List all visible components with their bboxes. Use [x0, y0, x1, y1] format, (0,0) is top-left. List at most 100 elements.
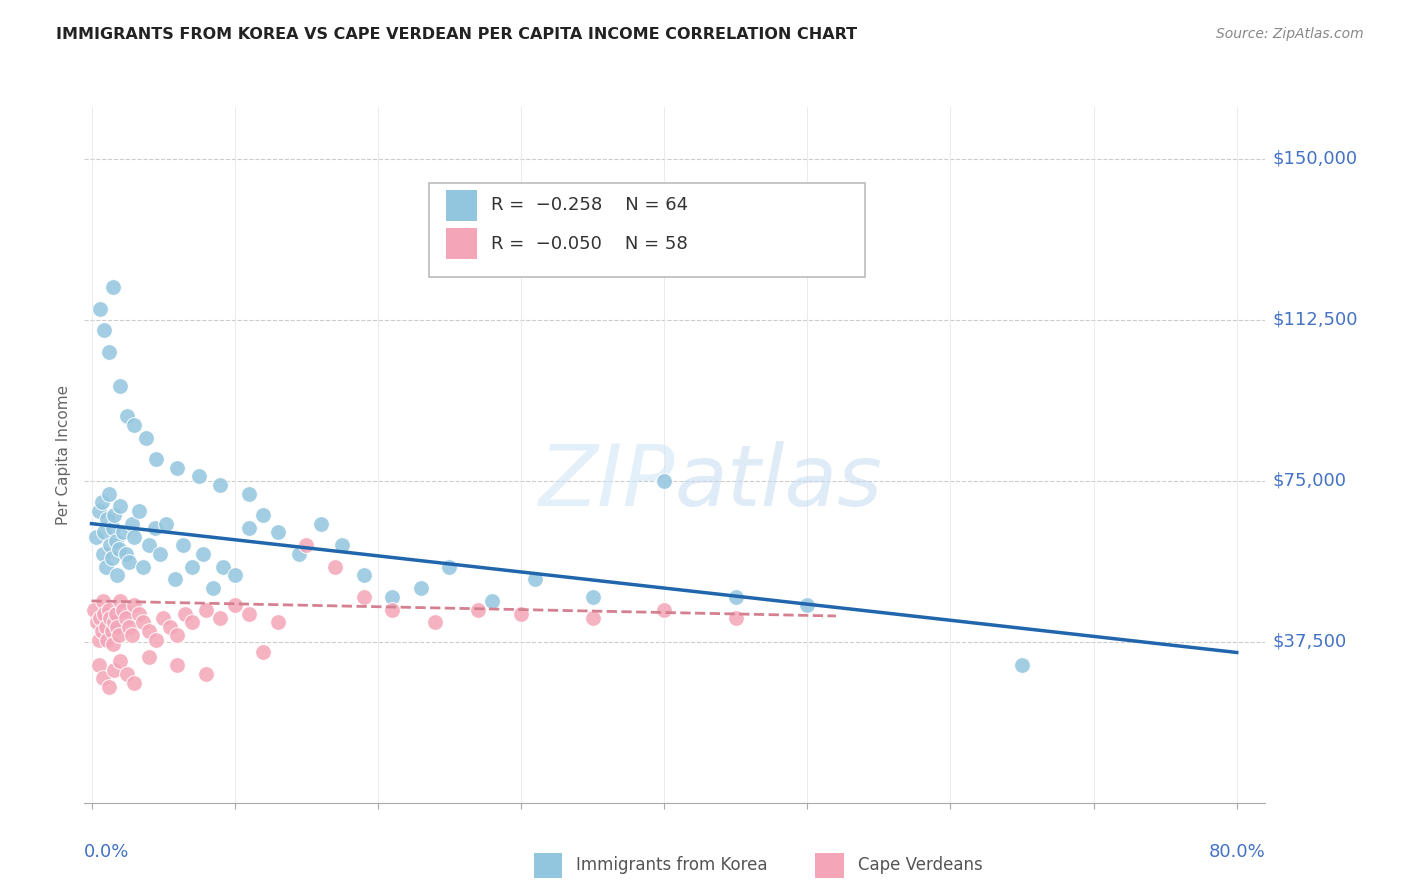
- Point: [166, 460, 188, 475]
- Text: $75,000: $75,000: [1272, 472, 1347, 490]
- Point: [87, 504, 110, 518]
- Point: [115, 547, 138, 561]
- Point: [166, 658, 188, 673]
- Point: [124, 529, 146, 543]
- Text: $150,000: $150,000: [1272, 150, 1358, 168]
- Point: [86, 615, 108, 630]
- Point: [796, 599, 818, 613]
- Point: [100, 624, 122, 638]
- Point: [121, 628, 143, 642]
- Point: [103, 615, 125, 630]
- Point: [266, 615, 288, 630]
- Point: [101, 280, 124, 294]
- Point: [97, 602, 120, 616]
- Point: [124, 599, 146, 613]
- Text: 80.0%: 80.0%: [1209, 843, 1265, 861]
- Point: [104, 607, 127, 621]
- Point: [266, 525, 288, 540]
- Point: [138, 538, 160, 552]
- Point: [323, 559, 346, 574]
- Point: [224, 599, 246, 613]
- Point: [105, 568, 128, 582]
- Point: [195, 667, 218, 681]
- Point: [252, 645, 274, 659]
- Point: [93, 323, 115, 337]
- Text: IMMIGRANTS FROM KOREA VS CAPE VERDEAN PER CAPITA INCOME CORRELATION CHART: IMMIGRANTS FROM KOREA VS CAPE VERDEAN PE…: [56, 27, 858, 42]
- Point: [309, 516, 332, 531]
- Point: [97, 486, 120, 500]
- Point: [209, 611, 232, 625]
- Text: Cape Verdeans: Cape Verdeans: [858, 856, 983, 874]
- Point: [481, 594, 503, 608]
- Point: [145, 632, 167, 647]
- Point: [90, 624, 112, 638]
- Point: [172, 538, 194, 552]
- Point: [132, 615, 155, 630]
- Point: [91, 671, 114, 685]
- Point: [238, 607, 260, 621]
- Point: [510, 607, 533, 621]
- Point: [202, 581, 225, 595]
- Point: [103, 508, 125, 522]
- Text: R =  −0.258    N = 64: R = −0.258 N = 64: [491, 196, 688, 214]
- Point: [163, 573, 186, 587]
- Point: [107, 542, 129, 557]
- Point: [91, 594, 114, 608]
- Point: [108, 500, 131, 514]
- Point: [581, 590, 603, 604]
- Point: [91, 547, 114, 561]
- Point: [111, 602, 134, 616]
- Point: [84, 529, 107, 543]
- Point: [89, 611, 111, 625]
- Point: [97, 344, 120, 359]
- Point: [111, 525, 134, 540]
- Point: [103, 663, 125, 677]
- Point: [124, 417, 146, 432]
- Point: [118, 620, 141, 634]
- Point: [381, 602, 404, 616]
- Point: [467, 602, 489, 616]
- Point: [108, 654, 131, 668]
- Point: [132, 559, 155, 574]
- Point: [89, 301, 111, 316]
- Point: [128, 607, 150, 621]
- Point: [93, 607, 115, 621]
- Text: $112,500: $112,500: [1272, 310, 1358, 328]
- Point: [145, 452, 167, 467]
- Point: [209, 478, 232, 492]
- Text: atlas: atlas: [675, 442, 883, 524]
- Point: [288, 547, 311, 561]
- Point: [193, 547, 215, 561]
- Point: [353, 568, 375, 582]
- Point: [295, 538, 318, 552]
- Point: [381, 590, 404, 604]
- Text: $37,500: $37,500: [1272, 632, 1347, 651]
- Point: [138, 624, 160, 638]
- Point: [652, 602, 675, 616]
- Text: 0.0%: 0.0%: [84, 843, 129, 861]
- Text: Source: ZipAtlas.com: Source: ZipAtlas.com: [1216, 27, 1364, 41]
- Point: [96, 512, 118, 526]
- Point: [121, 516, 143, 531]
- Point: [87, 632, 110, 647]
- Point: [87, 658, 110, 673]
- Point: [409, 581, 432, 595]
- Point: [100, 551, 122, 566]
- Point: [252, 508, 274, 522]
- Point: [155, 516, 177, 531]
- Point: [104, 533, 127, 548]
- Point: [439, 559, 461, 574]
- Point: [90, 495, 112, 509]
- Point: [124, 675, 146, 690]
- Y-axis label: Per Capita Income: Per Capita Income: [56, 384, 72, 525]
- Point: [724, 611, 747, 625]
- Point: [166, 628, 188, 642]
- Point: [224, 568, 246, 582]
- Point: [117, 409, 139, 424]
- Point: [101, 521, 124, 535]
- Point: [105, 620, 128, 634]
- Text: Immigrants from Korea: Immigrants from Korea: [576, 856, 768, 874]
- Point: [524, 573, 547, 587]
- Point: [108, 379, 131, 393]
- Point: [83, 602, 105, 616]
